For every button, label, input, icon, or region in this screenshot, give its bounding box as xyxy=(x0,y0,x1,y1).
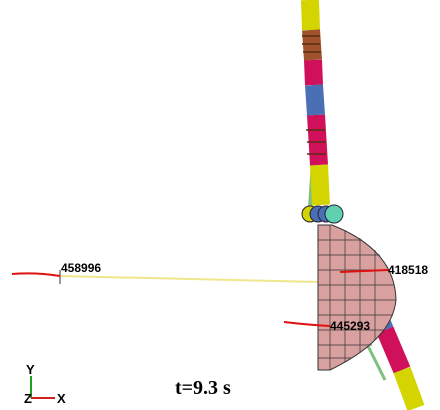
time-label: t=9.3 s xyxy=(175,377,231,399)
axis-label: Z xyxy=(24,391,32,406)
yellow-line xyxy=(60,276,320,282)
axis-label: X xyxy=(57,391,66,406)
hinge-circles xyxy=(302,205,343,223)
node-label: 458996 xyxy=(61,261,101,275)
simulation-view: 458996 418518 445293 t=9.3 s Y Z X xyxy=(0,0,440,410)
node-label: 445293 xyxy=(330,319,370,333)
page: 458996 418518 445293 t=9.3 s Y Z X (() =… xyxy=(0,0,440,410)
axis-label: Y xyxy=(26,362,35,377)
node-label: 418518 xyxy=(388,263,428,277)
upper-strip xyxy=(310,0,321,205)
